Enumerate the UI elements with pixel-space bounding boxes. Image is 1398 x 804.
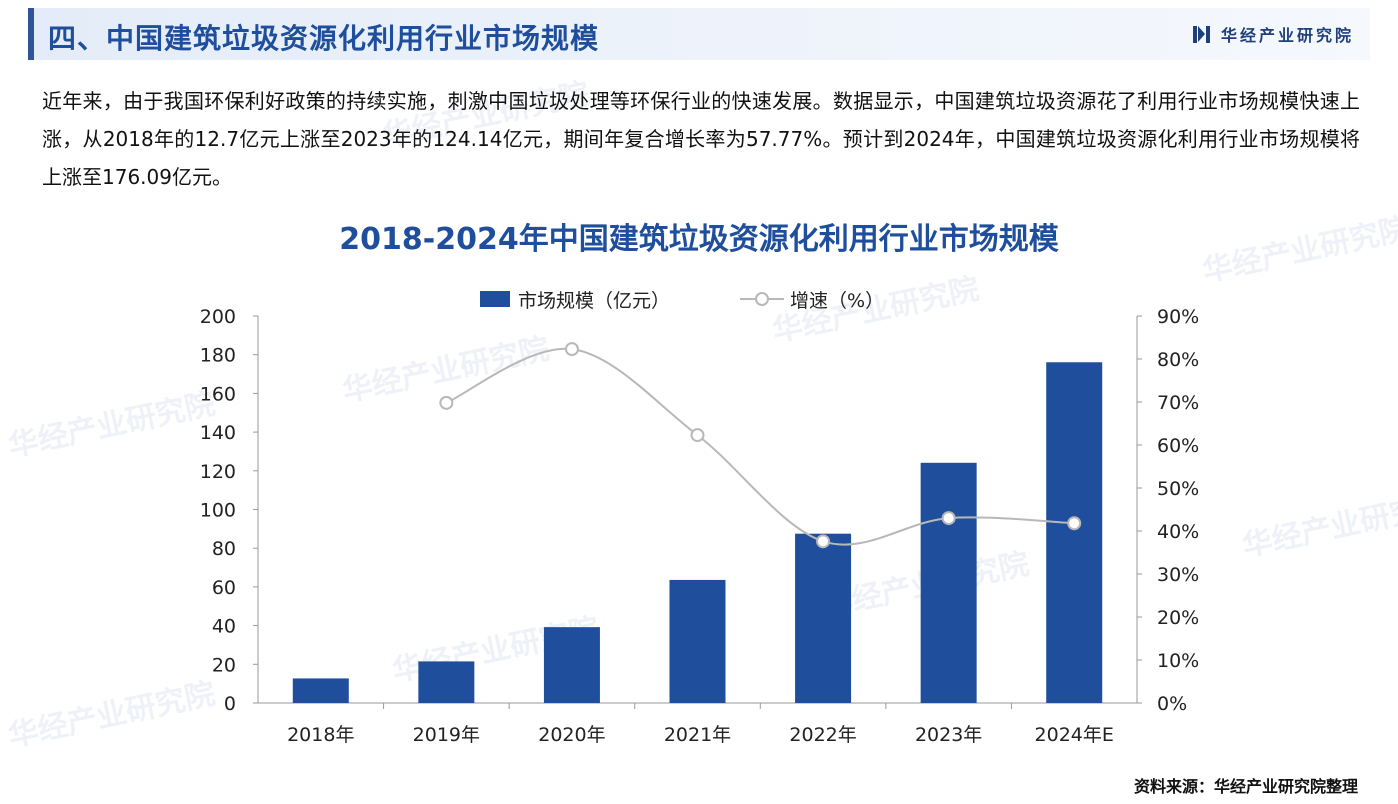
- y-left-tick-label: 180: [200, 345, 236, 367]
- bar: [292, 678, 349, 703]
- bar: [795, 533, 852, 703]
- y-left-tick-label: 140: [200, 422, 236, 444]
- legend-item-growth: 增速（%）: [740, 286, 884, 313]
- brand-name: 华经产业研究院: [1220, 26, 1354, 45]
- growth-point: [564, 342, 579, 357]
- intro-paragraph: 近年来，由于我国环保利好政策的持续实施，刺激中国垃圾处理等环保行业的快速发展。数…: [42, 89, 1360, 189]
- x-tick-label: 2020年: [538, 724, 605, 746]
- growth-point: [439, 395, 454, 410]
- brand: 华经产业研究院: [1192, 22, 1354, 46]
- legend-label-market-size: 市场规模（亿元）: [518, 289, 671, 312]
- bar: [543, 627, 600, 703]
- y-left-tick-label: 40: [212, 616, 236, 638]
- x-tick-label: 2019年: [413, 724, 480, 746]
- legend-label-growth: 增速（%）: [790, 289, 885, 312]
- y-right-tick-label: 80%: [1157, 349, 1199, 371]
- section-header: 四、中国建筑垃圾资源化利用行业市场规模 华经产业研究院: [28, 8, 1370, 60]
- y-right-tick-label: 90%: [1157, 306, 1199, 328]
- y-left-tick-label: 0: [224, 693, 236, 715]
- x-tick-label: 2023年: [915, 724, 982, 746]
- growth-point: [816, 534, 831, 549]
- y-left-tick-label: 160: [200, 383, 236, 405]
- y-right-tick-label: 30%: [1157, 564, 1199, 586]
- y-right-tick-label: 10%: [1157, 650, 1199, 672]
- y-right-tick-label: 50%: [1157, 478, 1199, 500]
- bar: [1046, 362, 1103, 703]
- chart-legend: 市场规模（亿元） 增速（%）: [480, 286, 884, 313]
- y-left-tick-label: 80: [212, 538, 236, 560]
- growth-point: [1067, 516, 1082, 531]
- y-right-tick-label: 40%: [1157, 521, 1199, 543]
- x-tick-label: 2021年: [664, 724, 731, 746]
- y-right-tick-label: 60%: [1157, 435, 1199, 457]
- y-left-tick-label: 200: [200, 306, 236, 328]
- chart-title: 2018-2024年中国建筑垃圾资源化利用行业市场规模: [339, 222, 1059, 257]
- y-left-tick-label: 120: [200, 461, 236, 483]
- bar: [669, 579, 726, 703]
- growth-point: [941, 511, 956, 526]
- legend-bar-swatch: [480, 291, 510, 307]
- x-tick-label: 2022年: [789, 724, 856, 746]
- y-right-tick-label: 70%: [1157, 392, 1199, 414]
- y-right-tick-label: 20%: [1157, 607, 1199, 629]
- y-right-tick-label: 0%: [1157, 693, 1187, 715]
- source-note: 资料来源：华经产业研究院整理: [1133, 777, 1358, 796]
- x-tick-label: 2024年E: [1035, 724, 1114, 746]
- page-title: 四、中国建筑垃圾资源化利用行业市场规模: [48, 22, 600, 55]
- bar: [920, 462, 977, 703]
- y-left-tick-label: 20: [212, 654, 236, 676]
- x-tick-label: 2018年: [287, 724, 354, 746]
- brand-logo-icon: [1192, 26, 1210, 43]
- growth-line: [445, 347, 1075, 546]
- legend-item-market-size: 市场规模（亿元）: [480, 286, 670, 313]
- bar: [418, 661, 475, 703]
- growth-point: [690, 428, 705, 443]
- y-left-tick-label: 60: [212, 577, 236, 599]
- y-left-tick-label: 100: [200, 500, 236, 522]
- legend-line-swatch: [740, 292, 785, 306]
